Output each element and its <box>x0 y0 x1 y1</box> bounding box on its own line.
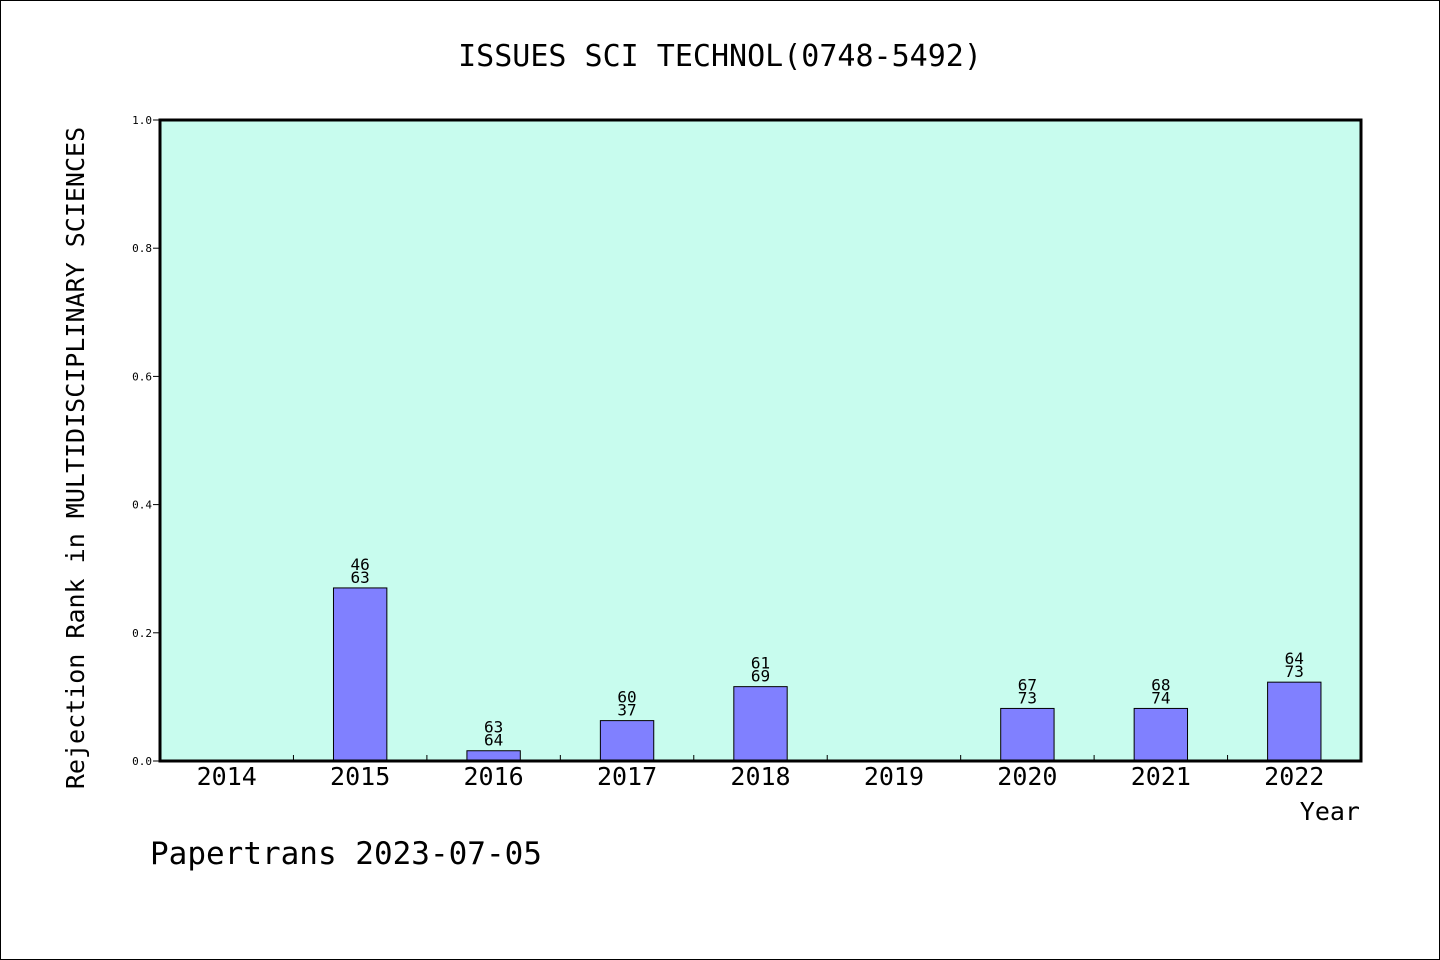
bar-2022 <box>1267 681 1322 762</box>
x-tick-label-2014: 2014 <box>197 762 257 791</box>
bars-group <box>332 587 1322 762</box>
x-tick-label-2019: 2019 <box>864 762 924 791</box>
x-tick-label-2018: 2018 <box>730 762 790 791</box>
bar-label-bottom-2017: 37 <box>617 701 636 720</box>
x-axis-title: Year <box>1300 797 1360 826</box>
bar-label-bottom-2018: 69 <box>751 667 770 686</box>
bar-label-bottom-2015: 63 <box>351 568 370 587</box>
y-tick-label: 0.4 <box>132 499 152 512</box>
bar-label-top-2020: 67 <box>1018 675 1037 694</box>
bar-label-top-2015: 46 <box>351 555 370 574</box>
bar-label-bottom-2020: 73 <box>1018 688 1037 707</box>
bar-label-bottom-2021: 74 <box>1151 688 1170 707</box>
x-axis: 2014 2015 2016 2017 2018 2019 2020 2021 2022 <box>197 755 1324 791</box>
y-tick-label: 0.0 <box>132 755 152 768</box>
bar-2021 <box>1133 707 1189 762</box>
bar-label-bottom-2022: 73 <box>1285 662 1304 681</box>
x-tick-label-2017: 2017 <box>597 762 657 791</box>
y-axis-title: Rejection Rank in MULTIDISCIPLINARY SCIE… <box>61 127 90 789</box>
x-tick-label-2016: 2016 <box>464 762 524 791</box>
y-tick-label: 0.6 <box>132 370 152 383</box>
bar-label-top-2016: 63 <box>484 718 503 737</box>
y-tick-label: 0.8 <box>132 242 152 255</box>
x-tick-label-2022: 2022 <box>1264 762 1324 791</box>
plot-border <box>158 118 1363 763</box>
bar-label-top-2021: 68 <box>1151 675 1170 694</box>
bar-label-top-2022: 64 <box>1285 649 1304 668</box>
y-axis: 0.0 0.2 0.4 0.6 0.8 1.0 <box>132 114 160 768</box>
x-tick-label-2015: 2015 <box>330 762 390 791</box>
bar-label-top-2018: 61 <box>751 654 770 673</box>
x-tick-label-2021: 2021 <box>1131 762 1191 791</box>
bar-2018 <box>733 686 788 762</box>
y-tick-label: 0.2 <box>132 627 152 640</box>
bar-label-top-2017: 60 <box>617 688 636 707</box>
y-tick-label: 1.0 <box>132 114 152 127</box>
bar-2016 <box>466 750 521 762</box>
bar-2015 <box>332 587 388 762</box>
bar-2017 <box>599 720 655 762</box>
bar-label-bottom-2016: 64 <box>484 731 503 750</box>
x-tick-label-2020: 2020 <box>997 762 1057 791</box>
chart-title: ISSUES SCI TECHNOL(0748-5492) <box>458 39 982 74</box>
footer-text: Papertrans 2023-07-05 <box>150 836 542 872</box>
bar-2020 <box>1000 707 1055 762</box>
